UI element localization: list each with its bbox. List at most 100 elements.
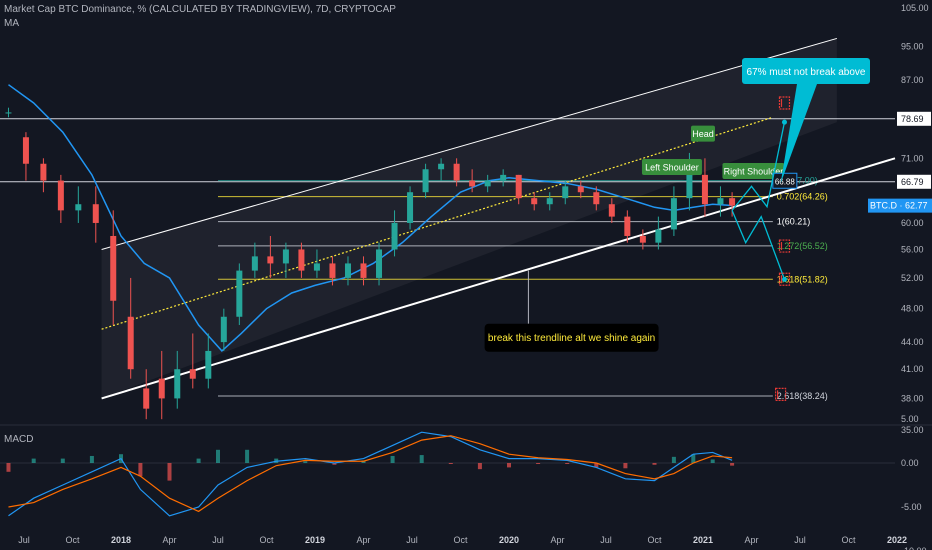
candle-body-20 xyxy=(329,263,336,278)
candle-body-27 xyxy=(438,163,445,170)
candle-body-43 xyxy=(686,174,693,199)
candle-body-5 xyxy=(92,204,99,223)
candle-body-10 xyxy=(174,369,181,399)
macd-line xyxy=(8,431,733,517)
x-tick-8: Jul xyxy=(406,535,418,545)
left-shoulder-label-bg xyxy=(641,159,702,176)
callout-text: 67% must not break above xyxy=(747,67,866,78)
price-tick-56.00: 56.00 xyxy=(901,244,924,254)
x-tick-6: 2019 xyxy=(305,535,325,545)
macd-hist-bar-21 xyxy=(594,463,599,468)
price-tag-bg-66.79 xyxy=(897,174,931,189)
macd-hist-bar-18 xyxy=(507,463,511,468)
candle-body-8 xyxy=(143,388,150,409)
x-tick-11: Apr xyxy=(550,535,564,545)
head-label-bg xyxy=(691,125,715,142)
macd-hist-bar-20 xyxy=(565,463,570,464)
candle-body-36 xyxy=(577,186,584,193)
candle-body-33 xyxy=(531,198,538,205)
candle-body-35 xyxy=(562,186,569,199)
candle-body-45 xyxy=(717,198,724,205)
x-tick-13: Oct xyxy=(647,535,662,545)
macd-panel-label: MACD xyxy=(4,434,33,445)
candle-body-7 xyxy=(127,316,134,370)
macd-hist-bar-1 xyxy=(31,458,36,463)
current-price-label: BTC.D · 62.77 xyxy=(870,201,928,211)
candle-body-30 xyxy=(484,180,491,187)
candle-body-42 xyxy=(670,198,677,230)
candle-body-40 xyxy=(639,235,646,243)
candle-body-21 xyxy=(344,263,351,278)
macd-hist-bar-5 xyxy=(138,463,143,477)
candle-body-39 xyxy=(624,216,631,236)
price-tick-35.00: 35.00 xyxy=(901,425,924,435)
support-trendline xyxy=(101,157,896,400)
macd-hist-bar-6 xyxy=(167,463,172,481)
channel-fill xyxy=(101,38,837,399)
candle-body-29 xyxy=(469,180,476,187)
x-tick-2: 2018 xyxy=(111,535,131,545)
candle-body-26 xyxy=(422,169,429,193)
candle-body-22 xyxy=(360,263,367,278)
macd-hist-bar-2 xyxy=(60,458,65,463)
candle-body-14 xyxy=(236,270,243,317)
x-tick-17: Oct xyxy=(841,535,856,545)
candle-body-19 xyxy=(313,263,320,271)
x-tick-14: 2021 xyxy=(693,535,713,545)
macd-hist-bar-17 xyxy=(477,463,482,470)
price-tick-95.00: 95.00 xyxy=(901,41,924,51)
macd-hist-bar-27 xyxy=(730,463,735,466)
macd-hist-bar-11 xyxy=(303,461,308,463)
red-flag-1 xyxy=(778,239,791,253)
macd-hist-bar-19 xyxy=(536,463,541,464)
candle-body-18 xyxy=(298,249,305,271)
note-text: break this trendline alt we shine again xyxy=(488,333,655,344)
macd-hist-bar-12 xyxy=(332,463,337,465)
candle-body-38 xyxy=(608,204,615,217)
left-shoulder-label: Left Shoulder xyxy=(645,163,699,173)
macd-hist-bar-14 xyxy=(390,455,395,463)
x-tick-4: Jul xyxy=(212,535,224,545)
channel-upper-line xyxy=(101,37,837,250)
fib-label-1.618: 1.618(51.82) xyxy=(777,274,828,284)
note-box xyxy=(484,323,659,352)
red-flag-2 xyxy=(778,272,791,286)
price-tick-52.00: 52.00 xyxy=(901,273,924,283)
candle-body-13 xyxy=(220,316,227,343)
candle-body-32 xyxy=(515,174,522,199)
price-tick-44.00: 44.00 xyxy=(901,337,924,347)
signal-line xyxy=(8,435,733,513)
candle-body-0 xyxy=(5,112,12,114)
candle-body-1 xyxy=(22,137,29,164)
right-shoulder-label-bg xyxy=(722,162,785,179)
x-tick-1: Oct xyxy=(65,535,80,545)
price-tick-66.79: 66.79 xyxy=(901,177,924,187)
x-tick-10: 2020 xyxy=(499,535,519,545)
head-label: Head xyxy=(692,129,714,139)
price-tick-60.00: 60.00 xyxy=(901,218,924,228)
macd-hist-bar-26 xyxy=(710,459,715,463)
macd-hist-bar-16 xyxy=(448,463,453,464)
candle-body-17 xyxy=(282,249,289,264)
candle-body-41 xyxy=(655,229,662,243)
x-tick-0: Jul xyxy=(18,535,30,545)
candle-body-37 xyxy=(593,192,600,205)
price-tick-87.00: 87.00 xyxy=(901,75,924,85)
projection-arrowhead-1 xyxy=(781,276,787,282)
indicator-label: MA xyxy=(4,18,19,29)
macd-hist-bar-8 xyxy=(216,449,220,463)
callout-box xyxy=(742,58,870,84)
red-flag-0 xyxy=(778,96,791,110)
x-tick-16: Jul xyxy=(794,535,806,545)
x-tick-5: Oct xyxy=(259,535,274,545)
projection-path-0 xyxy=(731,122,786,211)
red-flag-3 xyxy=(774,387,787,401)
candle-body-4 xyxy=(75,204,82,211)
price-tick-71.00: 71.00 xyxy=(901,153,924,163)
x-tick-12: Jul xyxy=(600,535,612,545)
candle-body-44 xyxy=(701,174,708,205)
projection-arrowhead-0 xyxy=(781,119,787,125)
macd-hist-bar-0 xyxy=(6,463,11,472)
